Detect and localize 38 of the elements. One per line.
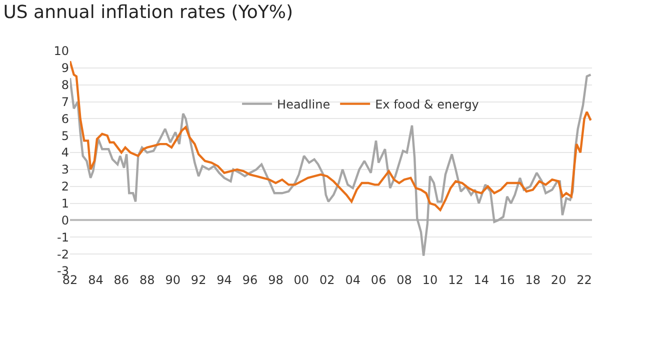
x-tick-label: 12 bbox=[448, 273, 464, 287]
x-tick-label: 02 bbox=[320, 273, 335, 287]
x-tick-label: 98 bbox=[268, 273, 284, 287]
x-tick-label: 90 bbox=[165, 273, 180, 287]
x-tick-label: 16 bbox=[500, 273, 515, 287]
x-tick-label: 04 bbox=[345, 273, 360, 287]
x-tick-label: 88 bbox=[140, 273, 155, 287]
x-tick-label: 06 bbox=[370, 273, 386, 287]
y-tick-label: -1 bbox=[57, 230, 69, 244]
y-tick-label: 8 bbox=[61, 78, 69, 92]
y-tick-label: 6 bbox=[61, 112, 69, 126]
y-tick-label: -2 bbox=[57, 247, 69, 262]
x-tick-label: 92 bbox=[190, 273, 206, 287]
x-tick-label: 96 bbox=[242, 273, 258, 287]
x-tick-label: 20 bbox=[550, 273, 566, 287]
y-tick-label: 10 bbox=[54, 44, 69, 58]
x-tick-label: 18 bbox=[525, 273, 540, 287]
y-tick-label: 9 bbox=[61, 61, 69, 76]
legend-label: Headline bbox=[277, 97, 330, 112]
x-tick-label: 08 bbox=[396, 273, 412, 287]
x-tick-label: 14 bbox=[474, 273, 490, 287]
y-tick-label: 2 bbox=[61, 180, 69, 194]
y-tick-label: 4 bbox=[61, 146, 69, 160]
x-tick-label: 10 bbox=[422, 273, 438, 287]
x-tick-label: 86 bbox=[114, 273, 130, 287]
y-tick-label: 5 bbox=[61, 128, 69, 143]
line-series bbox=[70, 60, 592, 212]
y-tick-label: 1 bbox=[61, 196, 69, 211]
line-series bbox=[70, 74, 592, 257]
legend-label: Ex food & energy bbox=[375, 97, 479, 112]
y-tick-label: 3 bbox=[61, 162, 69, 177]
x-tick-label: 00 bbox=[294, 273, 310, 287]
y-tick-label: 0 bbox=[61, 213, 69, 228]
y-tick-label: 7 bbox=[61, 94, 69, 109]
x-tick-label: 84 bbox=[88, 273, 104, 287]
chart-title: US annual inflation rates (YoY%) bbox=[3, 2, 293, 23]
x-tick-label: 22 bbox=[576, 273, 592, 287]
x-tick-label: 94 bbox=[216, 273, 232, 287]
